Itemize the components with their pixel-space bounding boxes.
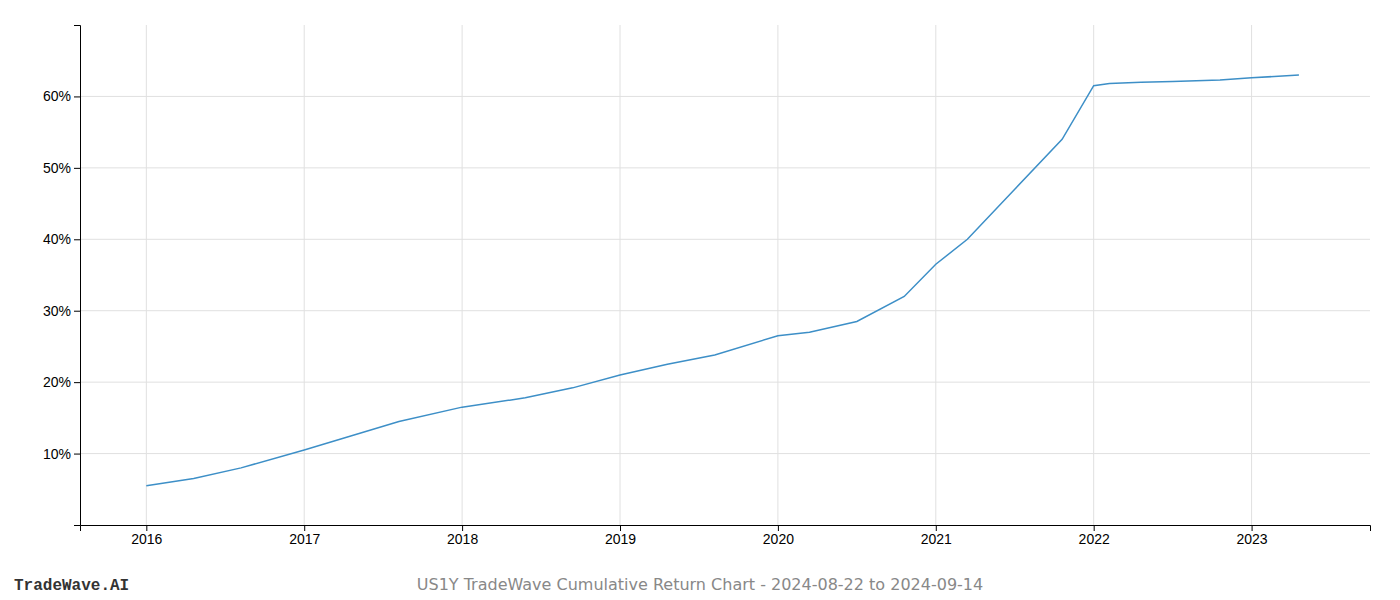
y-tick-label: 40% [43,231,71,247]
y-tick-label: 60% [43,88,71,104]
y-tick: 20% [43,374,80,390]
y-tick-mark [74,454,80,455]
x-grid-line [1093,25,1094,525]
x-tick: 2019 [605,525,636,547]
marks [146,75,1299,486]
x-tick-label: 2017 [289,531,320,547]
x-tick: 2023 [1237,525,1268,547]
y-tick: 40% [43,231,80,247]
x-tick-label: 2019 [605,531,636,547]
y-tick: 60% [43,88,80,104]
footer-right: US1Y TradeWave Cumulative Return Chart -… [417,575,983,594]
y-axis-line [74,26,81,526]
x-tick-label: 2016 [131,531,162,547]
x-tick: 2020 [763,525,794,547]
y-tick-label: 30% [43,303,71,319]
y-tick: 30% [43,303,80,319]
y-tick-label: 50% [43,160,71,176]
y-tick-mark [74,96,80,97]
chart: 2016 2017 2018 2019 2020 2021 2022 2023 10% 20% 30… [0,0,1400,600]
x-grid-line [935,25,936,525]
y-grid-line [80,310,1370,311]
plot: 2016 2017 2018 2019 2020 2021 2022 2023 10% 20% 30… [43,25,1371,547]
x-grid-line [777,25,778,525]
x-grid-line [146,25,147,525]
y-tick: 50% [43,160,80,176]
y-grid-line [80,453,1370,454]
x-axis-line [81,526,1371,532]
x-tick-label: 2018 [447,531,478,547]
x-tick: 2018 [447,525,478,547]
x-grid-line [620,25,621,525]
y-tick-mark [74,239,80,240]
y-tick-mark [74,311,80,312]
x-tick: 2017 [289,525,320,547]
x-grid-line [1251,25,1252,525]
x-tick-label: 2023 [1237,531,1268,547]
x-tick-label: 2021 [921,531,952,547]
y-tick-label: 20% [43,374,71,390]
y-tick: 10% [43,446,80,462]
x-tick: 2016 [131,525,162,547]
y-grid-line [80,96,1370,97]
y-tick-mark [74,382,80,383]
x-tick: 2022 [1079,525,1110,547]
line [146,75,1299,486]
grid [80,25,1370,525]
y-grid-line [80,239,1370,240]
footer-left: TradeWave.AI [14,577,129,595]
x-tick-label: 2022 [1079,531,1110,547]
y-tick-label: 10% [43,446,71,462]
x-grid-line [462,25,463,525]
y-axis: 10% 20% 30% 40% 50% 60% [43,26,81,526]
x-axis: 2016 2017 2018 2019 2020 2021 2022 2023 [81,525,1371,547]
y-grid-line [80,167,1370,168]
y-grid-line [80,382,1370,383]
y-tick-mark [74,168,80,169]
x-tick: 2021 [921,525,952,547]
x-tick-label: 2020 [763,531,794,547]
